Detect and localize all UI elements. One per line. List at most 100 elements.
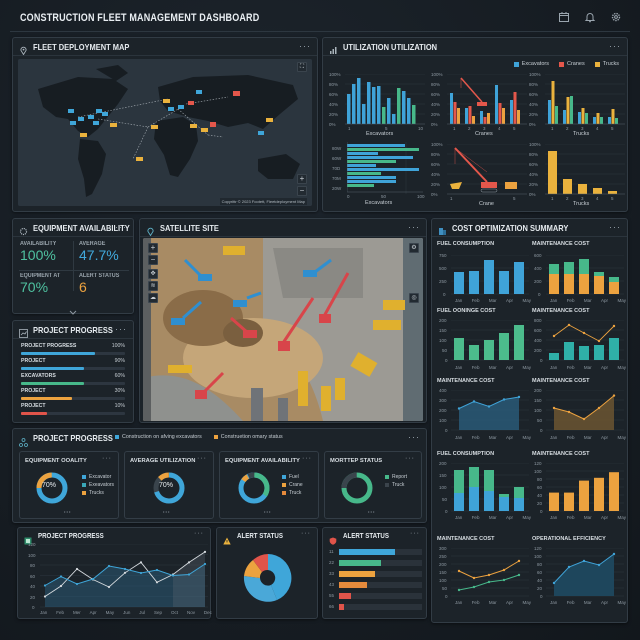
panel-title: SATELLITE SITE — [160, 222, 219, 233]
crane-illustration-icon — [460, 77, 487, 106]
gear-icon — [19, 223, 28, 236]
map-pin-icon — [146, 223, 155, 237]
card-menu-button[interactable]: ··· — [405, 455, 415, 462]
gear-icon[interactable] — [610, 10, 622, 22]
donut-chart — [341, 472, 373, 504]
donut-center-value: 70% — [42, 482, 57, 489]
move-icon[interactable]: ✥ — [148, 269, 158, 279]
more-dots-button[interactable]: • • • — [264, 509, 271, 514]
fuel-consumption-chart: FUEL CONSUMPTION 750 500 250 0 Jan Feb Mar… — [437, 241, 531, 303]
project-progress-line-panel: PROJECT PROGRESS ··· 120 100 80 60 40 20… — [17, 527, 212, 619]
alert-status-bars-panel: ALERT STATUS ··· 11 22 33 43 55 66 — [322, 527, 427, 619]
fuel-ooninge-cost-chart: FUEL OONINGE COST 200 150 100 50 0 Jan Fe… — [437, 308, 531, 370]
stat-availability: AVAILABILITY 100% — [20, 241, 57, 263]
panel-menu-button[interactable]: ··· — [115, 222, 127, 232]
zoom-out-button[interactable]: − — [148, 255, 158, 265]
panel-menu-button[interactable]: ··· — [194, 530, 204, 537]
warning-icon — [223, 532, 232, 544]
trucks-single-bar-chart: 100% 80% 60% 40% 20% 0% 1 2 3 4 5 Trucks — [529, 142, 625, 208]
fleet-map-panel: FLEET DEPLOYMENT MAP ··· — [12, 37, 318, 212]
section-legend: Construction on afving excavators Constr… — [115, 434, 283, 442]
legend-swatch-icon — [513, 61, 519, 67]
donut-chart — [36, 472, 68, 504]
zoom-out-button[interactable]: − — [297, 186, 307, 196]
average-utilization-card: AVERAGE UTILIZATION ··· 70% • • • — [124, 451, 214, 519]
donut-chart — [153, 472, 185, 504]
stat-alert-status: ALERT STATUS 6 — [79, 273, 120, 295]
equipment-availability-panel: EQUIPMENT AVAILABILITY ··· AVAILABILITY … — [12, 218, 134, 315]
cost-optimization-panel: COST OPTIMIZATION SUMMARY ··· FUEL CONSU… — [431, 218, 628, 623]
panel-menu-button[interactable]: ··· — [408, 222, 420, 232]
morttep-status-card: MORTTEP STATUS ··· Report Truck • • • — [324, 451, 422, 519]
zoom-in-button[interactable]: + — [148, 243, 158, 253]
equipment-availability-card: EQUIPMENT AVAILABILITY ··· Fuel Crane Tr… — [219, 451, 319, 519]
world-map[interactable] — [18, 59, 312, 206]
maintenance-cost-line-chart: MAINTENANCE COST 300 250 200 150 100 50 … — [437, 536, 531, 605]
alert-bar-row: 66 — [329, 602, 422, 613]
panel-menu-button[interactable]: ··· — [410, 530, 420, 537]
legend-label: Excavators — [521, 61, 549, 67]
map-copyright: Copyrittr © 2023 Footett, Fleetdeploymen… — [219, 198, 307, 205]
zoom-in-button[interactable]: + — [297, 174, 307, 184]
utilization-panel: UTILIZATION UTILIZATION ··· Excavators C… — [322, 37, 628, 212]
settings-icon[interactable]: ⚙ — [409, 243, 419, 253]
panel-title: PROJECT PROGRESS — [38, 532, 104, 540]
panel-title: PROJECT PROGRESS — [33, 324, 113, 335]
legend-swatch-icon — [115, 435, 119, 439]
card-menu-button[interactable]: ··· — [102, 455, 112, 462]
donut-legend: Report Truck — [385, 474, 407, 490]
excavators-hbar-chart: 80W 60W 70D 70M 20W 0 50 100 Excavators — [332, 142, 425, 206]
alert-bar-list: 11 22 33 43 55 66 — [329, 547, 422, 613]
legend-label: Trucks — [602, 61, 619, 67]
donut-chart — [238, 472, 270, 504]
map-pin-icon — [19, 42, 28, 56]
maintenance-cost-chart: MAINTENANCE COST 600 400 200 0 Jan Feb Mar… — [532, 241, 626, 303]
card-menu-button[interactable]: ··· — [197, 455, 207, 462]
panel-title: COST OPTIMIZATION SUMMARY — [452, 222, 569, 233]
alert-bar-row: 11 — [329, 547, 422, 558]
fullscreen-button[interactable]: ⛶ — [297, 62, 307, 72]
maintenance-cost-area-chart-orange: MAINTENANCE COST 200 150 100 50 0 Jan Feb… — [532, 378, 626, 440]
satellite-image[interactable] — [143, 238, 423, 421]
panel-menu-button[interactable]: ··· — [408, 432, 420, 442]
legend-swatch-icon — [558, 61, 564, 67]
equipment-quality-card: EQUIPMENT OOALITY ··· 70% Excavator Exea… — [19, 451, 119, 519]
calendar-icon[interactable] — [558, 10, 570, 22]
panel-menu-button[interactable]: ··· — [115, 324, 127, 334]
fuel-consumption-stacked-chart: FUEL CONSUMPTION 200 150 100 50 0 Jan Feb… — [437, 451, 531, 520]
panel-menu-button[interactable]: ··· — [301, 530, 311, 537]
alert-donut-chart — [243, 554, 292, 602]
donut-legend: Excavator Exeavators Trucks — [82, 474, 114, 498]
alert-status-pie-panel: ALERT STATUS ··· — [216, 527, 318, 619]
stat-equipment-at: EQUIPMENT AT 70% — [20, 273, 61, 295]
more-dots-button[interactable]: • • • — [163, 509, 170, 514]
chevron-down-icon[interactable] — [69, 302, 77, 320]
cloud-icon[interactable]: ☁ — [148, 293, 158, 303]
cranes-bar-chart: 100% 80% 60% 40% 20% 0% 1 2 3 4 5 Cranes — [431, 72, 527, 137]
more-dots-button[interactable]: • • • — [64, 509, 71, 514]
alert-bar-row: 22 — [329, 558, 422, 569]
bell-icon[interactable] — [584, 10, 596, 23]
utilization-legend: Excavators Cranes Trucks — [513, 61, 619, 69]
layers-icon[interactable]: ≋ — [148, 281, 158, 291]
panel-menu-button[interactable]: ··· — [299, 41, 311, 51]
alert-bar-row: 33 — [329, 569, 422, 580]
panel-menu-button[interactable]: ··· — [609, 222, 621, 232]
target-icon[interactable]: ◎ — [409, 293, 419, 303]
network-icon — [19, 434, 28, 447]
bar-chart-icon — [329, 42, 338, 54]
trucks-bar-chart: 100% 80% 60% 40% 20% 0% 1 2 3 4 5 Trucks — [529, 72, 625, 137]
panel-menu-button[interactable]: ··· — [609, 41, 621, 51]
alert-bar-row: 43 — [329, 580, 422, 591]
project-progress-list-panel: PROJECT PROGRESS ··· PROJECT PROGRESS 100… — [12, 320, 134, 423]
panel-title: ALERT STATUS — [237, 532, 283, 540]
donut-center-value: 70% — [159, 482, 174, 489]
spreadsheet-icon — [24, 532, 33, 544]
more-dots-button[interactable]: • • • — [368, 509, 375, 514]
progress-row: PROJECT 10% — [21, 403, 125, 419]
card-menu-button[interactable]: ··· — [302, 455, 312, 462]
project-progress-section: PROJECT PROGRESS ··· Construction on afv… — [12, 428, 427, 523]
chart-line-icon — [19, 325, 28, 338]
progress-row: EXCAVATORS 60% — [21, 373, 125, 389]
panel-title: EQUIPMENT AVAILABILITY — [33, 222, 130, 233]
